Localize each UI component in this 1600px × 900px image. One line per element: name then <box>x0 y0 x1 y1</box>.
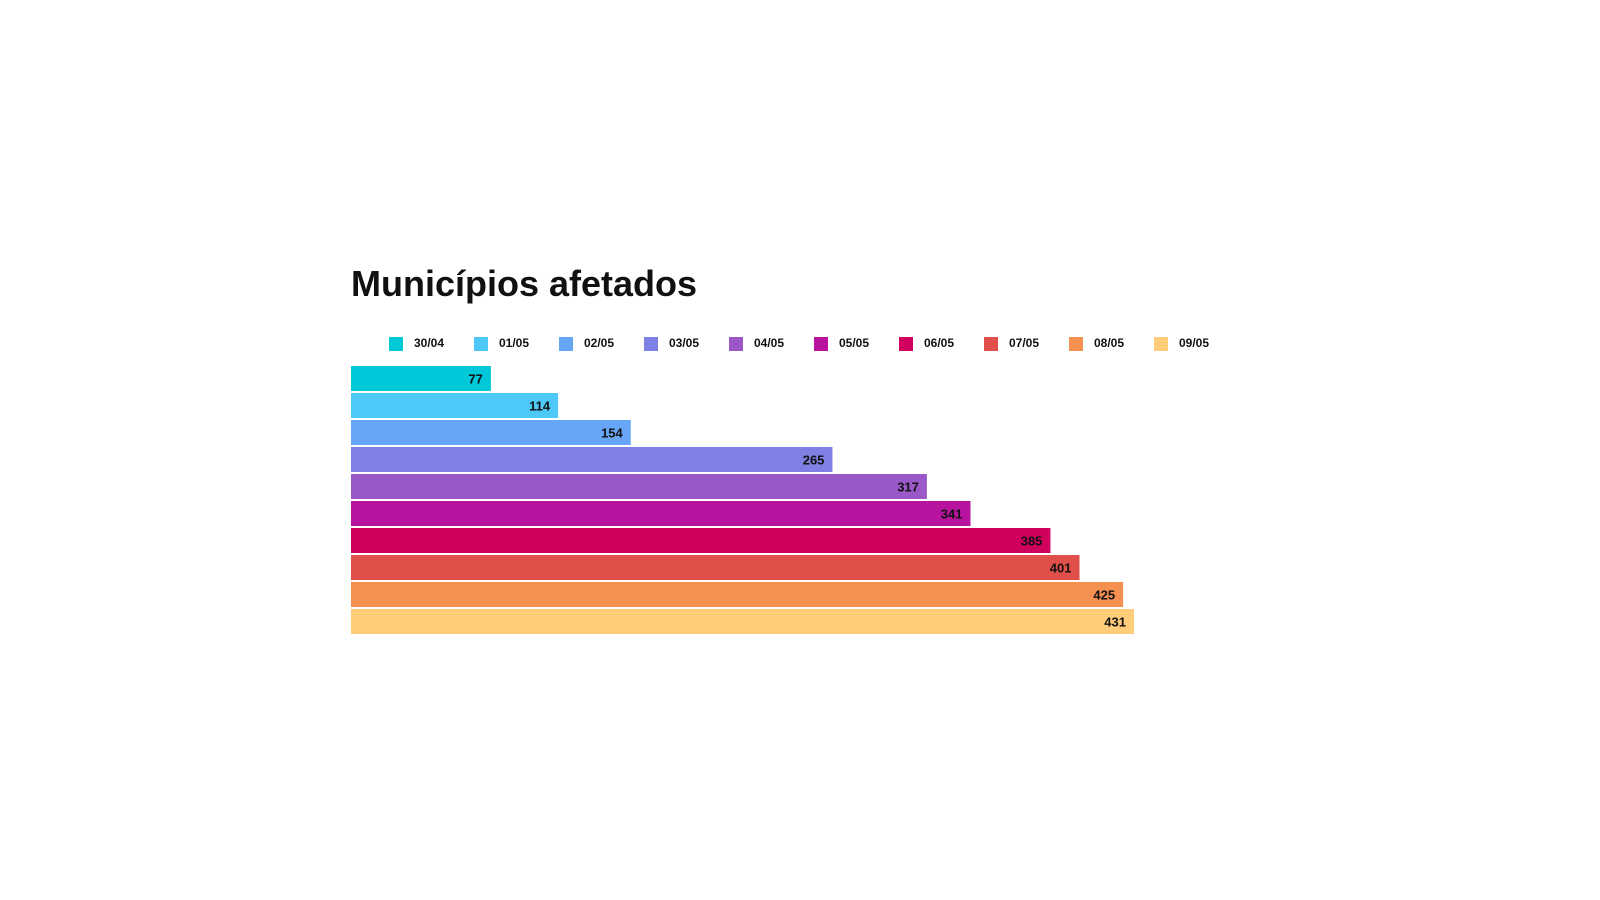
legend-swatch <box>984 337 998 351</box>
legend-swatch <box>729 337 743 351</box>
bar <box>351 474 927 499</box>
bar-value-label: 265 <box>803 453 825 468</box>
legend-label: 01/05 <box>499 336 530 350</box>
bar-value-label: 317 <box>897 480 919 495</box>
legend-swatch <box>1154 337 1168 351</box>
chart-container: Municípios afetados 30/04 01/05 02/05 03/05… <box>351 262 1251 662</box>
bar-value-label: 385 <box>1021 534 1043 549</box>
bar-value-label: 431 <box>1104 615 1126 630</box>
bar <box>351 528 1051 553</box>
legend-swatch <box>644 337 658 351</box>
legend-label: 05/05 <box>839 336 870 350</box>
bar-value-label: 341 <box>941 507 963 522</box>
legend-label: 03/05 <box>669 336 700 350</box>
bar <box>351 501 971 526</box>
legend-swatch <box>474 337 488 351</box>
legend-label: 02/05 <box>584 336 615 350</box>
legend-swatch <box>899 337 913 351</box>
legend-label: 07/05 <box>1009 336 1040 350</box>
bar <box>351 447 833 472</box>
bar-value-label: 425 <box>1093 588 1115 603</box>
legend-label: 09/05 <box>1179 336 1210 350</box>
chart-title: Municípios afetados <box>351 263 698 304</box>
bar <box>351 582 1124 607</box>
legend-label: 30/04 <box>414 336 445 350</box>
legend-label: 04/05 <box>754 336 785 350</box>
legend-swatch <box>814 337 828 351</box>
legend-swatch <box>559 337 573 351</box>
bar <box>351 366 491 391</box>
legend-swatch <box>389 337 403 351</box>
legend-label: 08/05 <box>1094 336 1125 350</box>
bar <box>351 420 631 445</box>
legend-label: 06/05 <box>924 336 955 350</box>
bar-value-label: 154 <box>601 426 623 441</box>
bar-value-label: 401 <box>1050 561 1072 576</box>
legend-swatch <box>1069 337 1083 351</box>
bar <box>351 555 1080 580</box>
bar-chart-svg: 77 114 154 265 317 341 385 401 425 431 <box>351 366 1134 634</box>
bar-value-label: 114 <box>529 399 551 414</box>
bar <box>351 393 559 418</box>
bar <box>351 609 1134 634</box>
plot-area: 77 114 154 265 317 341 385 401 425 431 <box>351 366 1151 636</box>
bar-value-label: 77 <box>468 372 482 387</box>
